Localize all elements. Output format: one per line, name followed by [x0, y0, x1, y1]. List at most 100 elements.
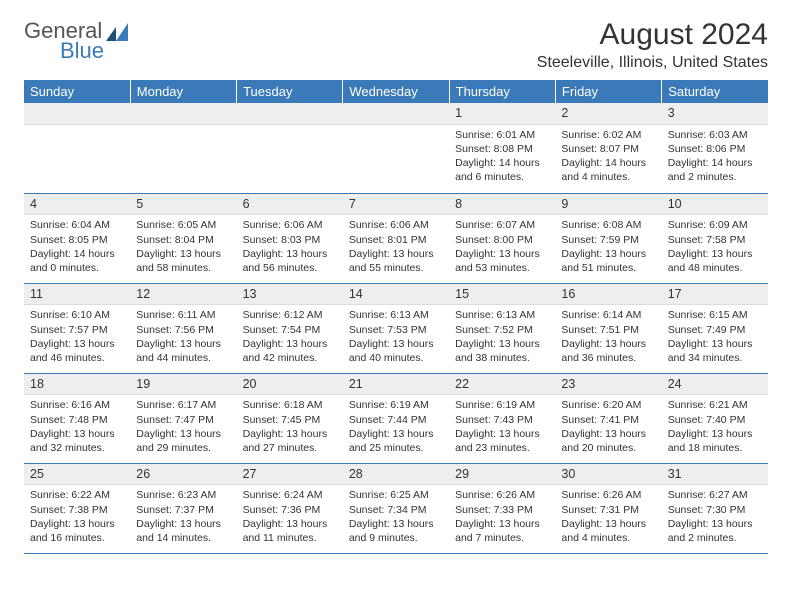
calendar-cell: 12Sunrise: 6:11 AMSunset: 7:56 PMDayligh… [130, 283, 236, 373]
sunset-text: Sunset: 7:41 PM [561, 413, 655, 427]
daylight-text: Daylight: 13 hours and 9 minutes. [349, 517, 443, 545]
calendar-week: 11Sunrise: 6:10 AMSunset: 7:57 PMDayligh… [24, 283, 768, 373]
calendar-cell: 22Sunrise: 6:19 AMSunset: 7:43 PMDayligh… [449, 373, 555, 463]
calendar-cell: 18Sunrise: 6:16 AMSunset: 7:48 PMDayligh… [24, 373, 130, 463]
day-number: 31 [662, 464, 768, 486]
daylight-text: Daylight: 13 hours and 2 minutes. [668, 517, 762, 545]
cell-body: Sunrise: 6:26 AMSunset: 7:31 PMDaylight:… [555, 485, 661, 551]
sunset-text: Sunset: 7:57 PM [30, 323, 124, 337]
cell-body: Sunrise: 6:19 AMSunset: 7:44 PMDaylight:… [343, 395, 449, 461]
calendar-cell: 30Sunrise: 6:26 AMSunset: 7:31 PMDayligh… [555, 463, 661, 553]
cell-body: Sunrise: 6:11 AMSunset: 7:56 PMDaylight:… [130, 305, 236, 371]
sunset-text: Sunset: 7:45 PM [243, 413, 337, 427]
sunrise-text: Sunrise: 6:08 AM [561, 218, 655, 232]
calendar-cell: 6Sunrise: 6:06 AMSunset: 8:03 PMDaylight… [237, 193, 343, 283]
cell-body: Sunrise: 6:10 AMSunset: 7:57 PMDaylight:… [24, 305, 130, 371]
day-number: 6 [237, 194, 343, 216]
day-number: 17 [662, 284, 768, 306]
day-number: 13 [237, 284, 343, 306]
cell-body [237, 125, 343, 134]
calendar-cell [237, 103, 343, 193]
sunrise-text: Sunrise: 6:05 AM [136, 218, 230, 232]
cell-body: Sunrise: 6:05 AMSunset: 8:04 PMDaylight:… [130, 215, 236, 281]
sunrise-text: Sunrise: 6:06 AM [243, 218, 337, 232]
cell-body: Sunrise: 6:23 AMSunset: 7:37 PMDaylight:… [130, 485, 236, 551]
cell-body: Sunrise: 6:14 AMSunset: 7:51 PMDaylight:… [555, 305, 661, 371]
cell-body: Sunrise: 6:12 AMSunset: 7:54 PMDaylight:… [237, 305, 343, 371]
calendar-week: 18Sunrise: 6:16 AMSunset: 7:48 PMDayligh… [24, 373, 768, 463]
daylight-text: Daylight: 13 hours and 7 minutes. [455, 517, 549, 545]
daylight-text: Daylight: 14 hours and 4 minutes. [561, 156, 655, 184]
calendar-cell: 19Sunrise: 6:17 AMSunset: 7:47 PMDayligh… [130, 373, 236, 463]
daylight-text: Daylight: 13 hours and 53 minutes. [455, 247, 549, 275]
day-number: 24 [662, 374, 768, 396]
cell-body: Sunrise: 6:13 AMSunset: 7:53 PMDaylight:… [343, 305, 449, 371]
daylight-text: Daylight: 13 hours and 34 minutes. [668, 337, 762, 365]
cell-body [130, 125, 236, 134]
daylight-text: Daylight: 13 hours and 51 minutes. [561, 247, 655, 275]
daylight-text: Daylight: 13 hours and 23 minutes. [455, 427, 549, 455]
cell-body: Sunrise: 6:06 AMSunset: 8:03 PMDaylight:… [237, 215, 343, 281]
day-number [237, 103, 343, 125]
day-number: 10 [662, 194, 768, 216]
daylight-text: Daylight: 13 hours and 25 minutes. [349, 427, 443, 455]
flag-icon [106, 23, 128, 46]
sunset-text: Sunset: 8:03 PM [243, 233, 337, 247]
day-number: 18 [24, 374, 130, 396]
day-number: 4 [24, 194, 130, 216]
cell-body: Sunrise: 6:20 AMSunset: 7:41 PMDaylight:… [555, 395, 661, 461]
cell-body: Sunrise: 6:07 AMSunset: 8:00 PMDaylight:… [449, 215, 555, 281]
cell-body: Sunrise: 6:27 AMSunset: 7:30 PMDaylight:… [662, 485, 768, 551]
daylight-text: Daylight: 13 hours and 18 minutes. [668, 427, 762, 455]
daylight-text: Daylight: 13 hours and 36 minutes. [561, 337, 655, 365]
sunrise-text: Sunrise: 6:19 AM [349, 398, 443, 412]
sunset-text: Sunset: 7:43 PM [455, 413, 549, 427]
cell-body: Sunrise: 6:19 AMSunset: 7:43 PMDaylight:… [449, 395, 555, 461]
cell-body: Sunrise: 6:26 AMSunset: 7:33 PMDaylight:… [449, 485, 555, 551]
day-number [130, 103, 236, 125]
daylight-text: Daylight: 13 hours and 20 minutes. [561, 427, 655, 455]
calendar-cell: 9Sunrise: 6:08 AMSunset: 7:59 PMDaylight… [555, 193, 661, 283]
sunrise-text: Sunrise: 6:24 AM [243, 488, 337, 502]
day-number: 20 [237, 374, 343, 396]
daylight-text: Daylight: 13 hours and 16 minutes. [30, 517, 124, 545]
calendar-cell: 23Sunrise: 6:20 AMSunset: 7:41 PMDayligh… [555, 373, 661, 463]
sunset-text: Sunset: 8:00 PM [455, 233, 549, 247]
sunrise-text: Sunrise: 6:03 AM [668, 128, 762, 142]
day-number: 14 [343, 284, 449, 306]
day-number: 28 [343, 464, 449, 486]
cell-body: Sunrise: 6:18 AMSunset: 7:45 PMDaylight:… [237, 395, 343, 461]
sunset-text: Sunset: 7:36 PM [243, 503, 337, 517]
daylight-text: Daylight: 13 hours and 55 minutes. [349, 247, 443, 275]
logo: General Blue [24, 18, 128, 64]
calendar-cell: 20Sunrise: 6:18 AMSunset: 7:45 PMDayligh… [237, 373, 343, 463]
sunset-text: Sunset: 7:58 PM [668, 233, 762, 247]
sunset-text: Sunset: 7:54 PM [243, 323, 337, 337]
cell-body: Sunrise: 6:02 AMSunset: 8:07 PMDaylight:… [555, 125, 661, 191]
day-header: Sunday [24, 80, 130, 103]
day-header: Tuesday [237, 80, 343, 103]
sunset-text: Sunset: 7:53 PM [349, 323, 443, 337]
sunset-text: Sunset: 7:48 PM [30, 413, 124, 427]
sunrise-text: Sunrise: 6:01 AM [455, 128, 549, 142]
sunrise-text: Sunrise: 6:12 AM [243, 308, 337, 322]
calendar-cell: 8Sunrise: 6:07 AMSunset: 8:00 PMDaylight… [449, 193, 555, 283]
cell-body: Sunrise: 6:03 AMSunset: 8:06 PMDaylight:… [662, 125, 768, 191]
sunrise-text: Sunrise: 6:14 AM [561, 308, 655, 322]
sunset-text: Sunset: 7:37 PM [136, 503, 230, 517]
day-number: 2 [555, 103, 661, 125]
day-header: Wednesday [343, 80, 449, 103]
sunrise-text: Sunrise: 6:02 AM [561, 128, 655, 142]
sunset-text: Sunset: 7:34 PM [349, 503, 443, 517]
calendar-cell: 29Sunrise: 6:26 AMSunset: 7:33 PMDayligh… [449, 463, 555, 553]
day-number: 15 [449, 284, 555, 306]
sunset-text: Sunset: 7:30 PM [668, 503, 762, 517]
day-number: 23 [555, 374, 661, 396]
calendar-cell [343, 103, 449, 193]
sunset-text: Sunset: 7:51 PM [561, 323, 655, 337]
calendar-cell: 4Sunrise: 6:04 AMSunset: 8:05 PMDaylight… [24, 193, 130, 283]
cell-body: Sunrise: 6:09 AMSunset: 7:58 PMDaylight:… [662, 215, 768, 281]
calendar-cell: 10Sunrise: 6:09 AMSunset: 7:58 PMDayligh… [662, 193, 768, 283]
sunset-text: Sunset: 7:38 PM [30, 503, 124, 517]
daylight-text: Daylight: 13 hours and 46 minutes. [30, 337, 124, 365]
